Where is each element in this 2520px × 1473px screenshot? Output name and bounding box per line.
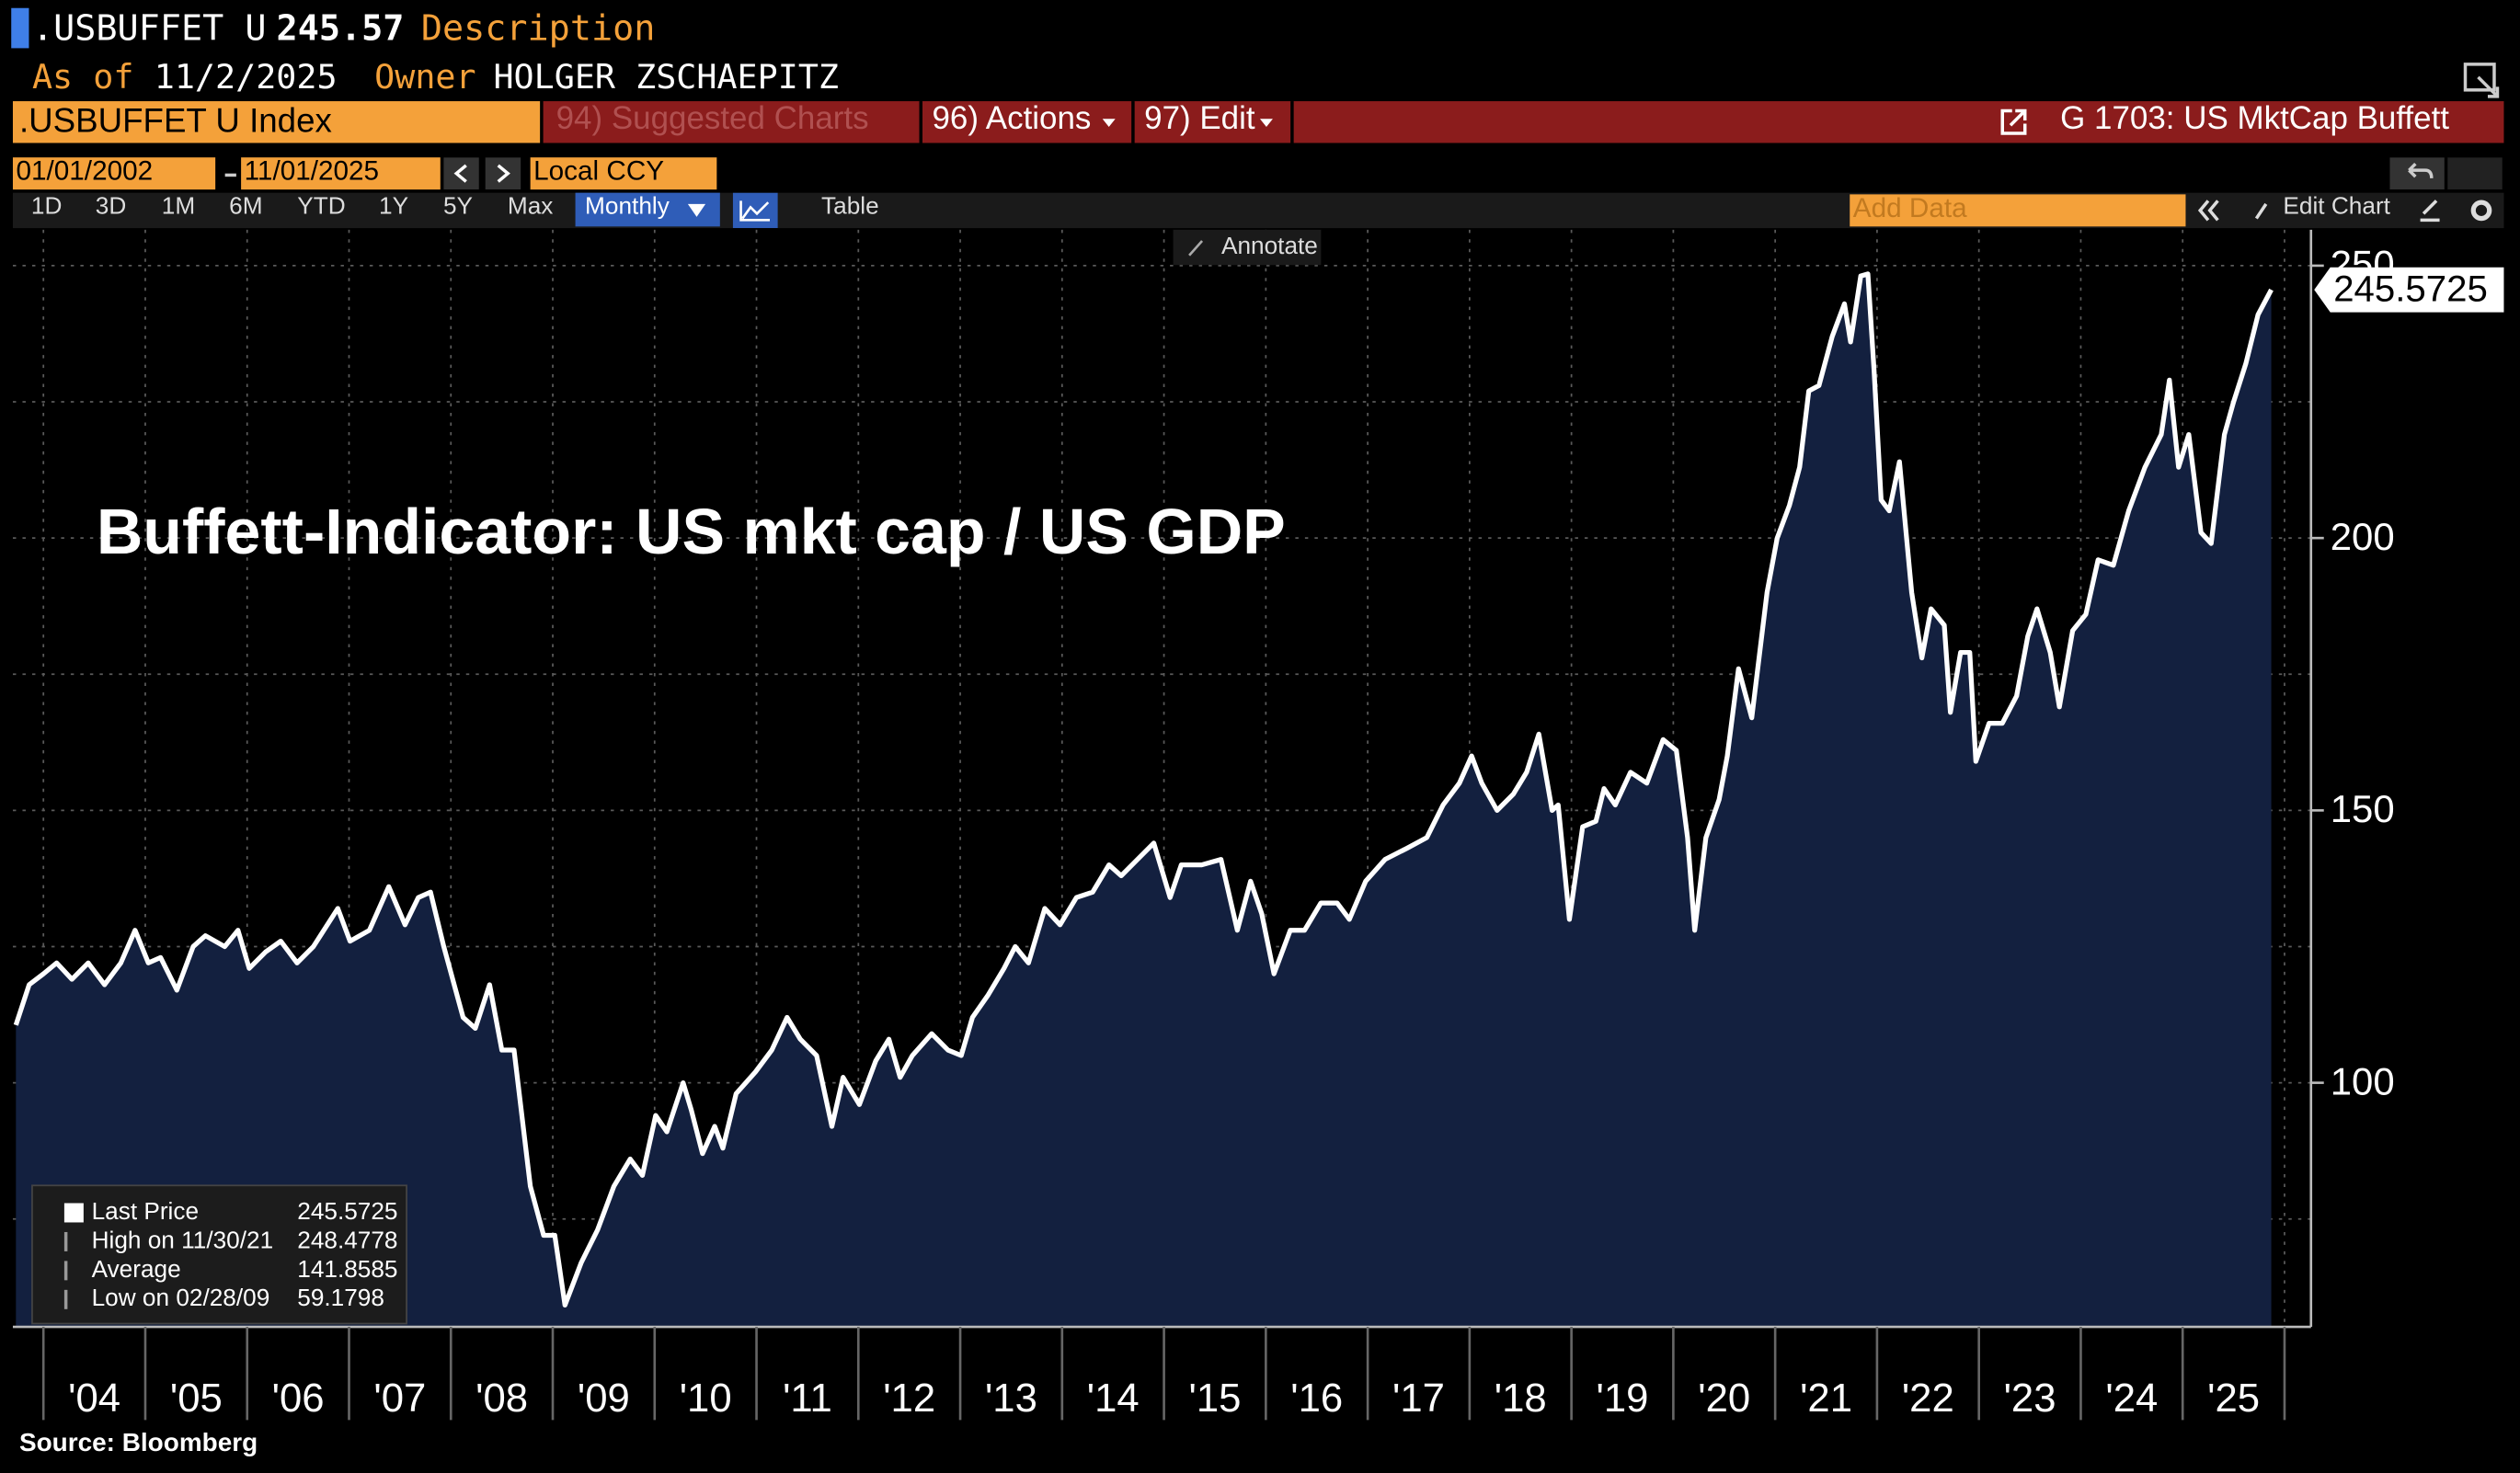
separator [1290, 101, 1294, 143]
x-tick-label: '10 [680, 1376, 732, 1421]
x-tick-label: '24 [2105, 1376, 2158, 1421]
stats-name: Last Price [92, 1197, 199, 1225]
y-tick-label: 100 [2331, 1059, 2395, 1102]
x-tick-label: '14 [1087, 1376, 1140, 1421]
source: Source: Bloomberg [19, 1428, 258, 1456]
chart-title: Buffett-Indicator: US mkt cap / US GDP [97, 496, 1286, 567]
actions-menu[interactable]: 96) Actions [932, 101, 1092, 137]
x-tick-label: '23 [2004, 1376, 2056, 1421]
x-tick-label: '19 [1597, 1376, 1649, 1421]
stats-name: High on 11/30/21 [92, 1226, 274, 1253]
period-button[interactable]: 1Y [379, 192, 409, 221]
x-tick-label: '21 [1800, 1376, 1852, 1421]
as-of-date: 11/2/2025 [154, 57, 338, 97]
stats-value: 141.8585 [297, 1255, 397, 1283]
separator [919, 101, 923, 143]
period-button[interactable]: YTD [297, 192, 346, 221]
start-date-field[interactable] [12, 157, 216, 190]
owner: HOLGER ZSCHAEPITZ [493, 57, 840, 97]
x-tick-label: '04 [68, 1376, 120, 1421]
currency[interactable]: Local CCY [533, 155, 665, 187]
x-tick-label: '20 [1698, 1376, 1750, 1421]
x-tick-label: '13 [985, 1376, 1037, 1421]
stats-value: 245.5725 [297, 1197, 397, 1225]
popout-icon[interactable] [2462, 61, 2503, 99]
dropdown-arrow [687, 203, 706, 217]
launch-icon[interactable] [1998, 106, 2033, 138]
status-marker [11, 7, 29, 49]
chart-name: G 1703: US MktCap Buffett [2060, 101, 2450, 137]
period-button[interactable]: 5Y [442, 192, 474, 221]
security-field[interactable]: .USBUFFET U Index [12, 101, 541, 143]
period-button[interactable]: 1D [30, 192, 63, 221]
chart-type-button[interactable] [732, 192, 778, 229]
settings-icons[interactable] [2414, 194, 2504, 226]
start-date[interactable]: 01/01/2002 [16, 155, 154, 187]
x-tick-label: '16 [1290, 1376, 1343, 1421]
separator [1131, 101, 1135, 143]
stats-icon [63, 1231, 68, 1251]
line [13, 271, 2274, 1308]
add-data[interactable]: Add Data [1852, 192, 1967, 223]
period-button[interactable]: 3D [95, 192, 127, 221]
y-tick-label: 200 [2331, 515, 2395, 558]
stats-value: 59.1798 [297, 1284, 384, 1311]
owner-label: Owner [374, 57, 476, 97]
table-button[interactable]: Table [821, 192, 879, 221]
collapse-icon[interactable] [2195, 198, 2275, 223]
description-link[interactable]: Description [420, 9, 656, 51]
stats-icon [63, 1261, 68, 1281]
x-tick-label: '25 [2207, 1376, 2260, 1421]
stats-icon [63, 1289, 68, 1309]
menu-bar [543, 101, 2504, 143]
stats-name: Average [92, 1255, 181, 1283]
last-price: 245.57 [276, 9, 405, 51]
period-button[interactable]: 6M [229, 192, 263, 221]
undo-redo[interactable] [2389, 157, 2505, 190]
x-tick-label: '15 [1189, 1376, 1242, 1421]
x-tick-label: '22 [1902, 1376, 1954, 1421]
as-of-label: As of [31, 57, 134, 97]
x-tick-label: '11 [783, 1376, 832, 1421]
date-nav[interactable] [443, 157, 523, 190]
stats-icon [63, 1203, 84, 1223]
last-value-label: 245.5725 [2333, 268, 2488, 310]
x-tick-label: '12 [883, 1376, 935, 1421]
annotate-icon [1188, 240, 1204, 257]
stats-box [31, 1184, 407, 1325]
stats-value: 248.4778 [297, 1226, 397, 1253]
x-tick-label: '07 [373, 1376, 426, 1421]
last-value-callout [2314, 267, 2504, 313]
x-tick-label: '08 [475, 1376, 528, 1421]
area [16, 273, 2272, 1328]
suggested-charts[interactable]: 94) Suggested Charts [556, 101, 869, 137]
add-data-field[interactable] [1850, 194, 2186, 227]
currency-field[interactable] [530, 157, 717, 190]
end-date[interactable]: 11/01/2025 [244, 155, 380, 187]
date-dash [224, 173, 236, 177]
x-tick-label: '05 [170, 1376, 223, 1421]
edit-menu[interactable]: 97) Edit [1144, 101, 1255, 137]
period-button[interactable]: 1M [161, 192, 196, 221]
x-tick-label: '06 [272, 1376, 325, 1421]
x-tick-label: '17 [1392, 1376, 1445, 1421]
period-button[interactable]: Max [507, 192, 554, 221]
x-tick-label: '18 [1495, 1376, 1547, 1421]
x-tick-label: '09 [578, 1376, 630, 1421]
stats-name: Low on 02/28/09 [92, 1284, 270, 1311]
edit-chart-button[interactable]: Edit Chart [2283, 192, 2390, 221]
end-date-field[interactable] [241, 157, 441, 190]
ticker: .USBUFFET U [31, 9, 267, 51]
y-tick-label: 150 [2331, 787, 2395, 830]
annotate[interactable]: Annotate [1221, 232, 1318, 259]
